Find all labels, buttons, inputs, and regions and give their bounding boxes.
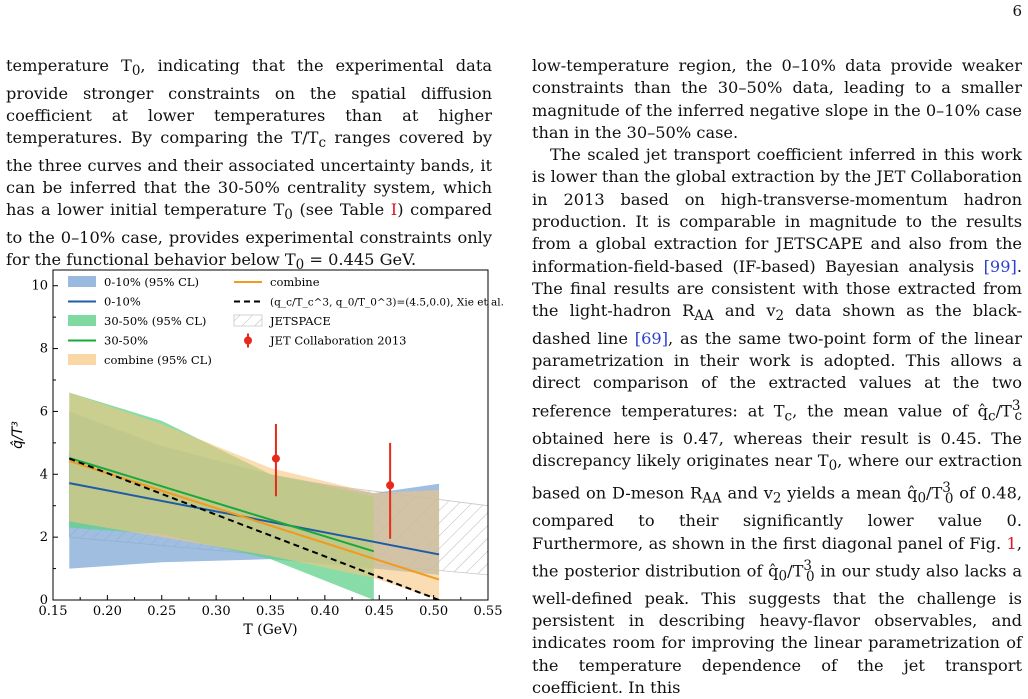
table-ref-link[interactable]: I [390,200,398,220]
legend-label-30-50-line: 30-50% [104,334,148,348]
legend-label-jetscape: JETSPACE [269,314,331,328]
qhat-chart: 0.15 0.20 0.25 0.30 0.35 0.40 0.45 0.50 0.55 0 2 4 6… [10,269,504,638]
x-axis-label: T (GeV) [243,622,297,638]
x-tick-label-3: 0.30 [202,604,231,619]
x-tick-label-8: 0.55 [474,604,503,619]
y-tick-label-5: 10 [31,279,48,294]
y-tick-label-4: 8 [40,342,48,357]
x-tick-label-2: 0.25 [147,604,176,619]
legend-swatch-30-50-band [68,315,96,326]
figure-1-ref-link[interactable]: 1 [1006,533,1017,553]
left-column: temperature T0, indicating that the expe… [6,55,492,277]
legend-label-jet2013: JET Collaboration 2013 [269,334,406,348]
page-number: 6 [1012,2,1022,20]
y-tick-label-1: 2 [40,530,48,545]
right-paragraph-1: low-temperature region, the 0–10% data p… [532,56,1022,142]
y-axis-label: q̂/T³ [10,421,26,449]
citation-99-link[interactable]: [99] [983,256,1017,276]
x-tick-label-4: 0.35 [256,604,285,619]
legend-swatch-0-10-band [68,276,96,287]
band-2 [69,392,440,600]
legend-swatch-jet2013 [244,336,252,345]
legend-label-combine-line: combine [270,275,320,289]
legend-label-0-10-band: 0-10% (95% CL) [104,275,199,289]
legend-swatch-combine-band [68,354,96,365]
qhat-figure: 0.15 0.20 0.25 0.30 0.35 0.40 0.45 0.50 0.55 0 2 4 6… [0,262,505,675]
series-line-1 [69,456,375,553]
x-tick-label-7: 0.50 [419,604,448,619]
legend-label-combine-band: combine (95% CL) [104,353,212,367]
legend-label-0-10-line: 0-10% [104,295,141,309]
x-tick-label-1: 0.20 [93,604,122,619]
series-line-2 [69,460,440,581]
legend-label-30-50-band: 30-50% (95% CL) [104,314,206,328]
citation-69-link[interactable]: [69] [634,328,669,348]
left-paragraph: temperature T0, indicating that the expe… [6,56,492,274]
right-column: low-temperature region, the 0–10% data p… [532,55,1022,699]
legend-label-xie: (q_c/T_c^3, q_0/T_0^3)=(4.5,0.0), Xie et… [270,297,504,309]
y-tick-label-3: 6 [40,404,48,419]
right-paragraph-2: The scaled jet transport coefficient inf… [532,145,1023,698]
y-tick-label-2: 4 [40,467,48,482]
x-tick-label-5: 0.40 [310,604,339,619]
jet2013-point-1 [386,481,395,490]
jet2013-point-0 [271,454,280,463]
series-line-3 [68,457,440,600]
legend-swatch-jetscape [233,314,263,327]
y-tick-label-0: 0 [40,593,48,608]
x-tick-label-6: 0.45 [365,604,394,619]
series-line-0 [69,482,440,556]
x-tick-label-0: 0.15 [39,604,68,619]
